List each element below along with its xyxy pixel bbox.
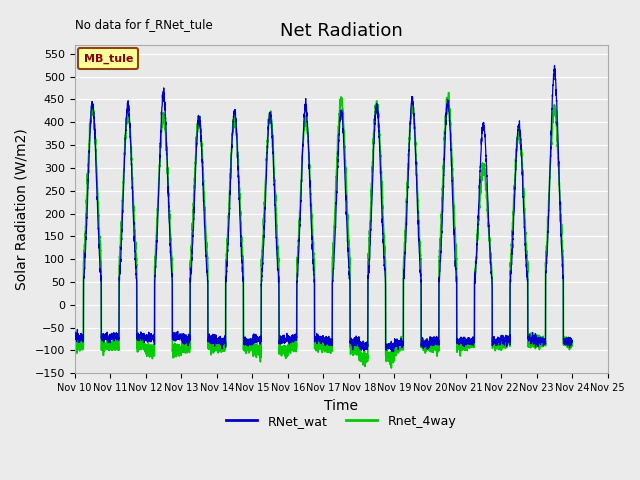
RNet_wat (333, 168, 341, 174)
RNet_wat (71, 335, 79, 340)
Text: No data for f_RNet_tule: No data for f_RNet_tule (75, 18, 212, 31)
RNet_wat (563, 339, 570, 345)
Legend: RNet_wat, Rnet_4way: RNet_wat, Rnet_4way (221, 410, 461, 433)
RNet_wat (388, 349, 396, 355)
Rnet_4way (385, 359, 393, 364)
Title: Net Radiation: Net Radiation (280, 22, 403, 40)
Rnet_4way (568, 343, 576, 349)
RNet_wat (550, 62, 558, 68)
Y-axis label: Solar Radiation (W/m2): Solar Radiation (W/m2) (15, 128, 29, 290)
Line: RNet_wat: RNet_wat (75, 65, 572, 352)
Rnet_4way (445, 90, 452, 96)
X-axis label: Time: Time (324, 398, 358, 413)
Rnet_4way (397, 345, 404, 350)
Rnet_4way (563, 334, 570, 340)
Rnet_4way (139, 344, 147, 349)
Rnet_4way (71, 346, 79, 351)
Rnet_4way (333, 145, 341, 151)
Line: Rnet_4way: Rnet_4way (75, 93, 572, 368)
Rnet_4way (472, 255, 480, 261)
RNet_wat (385, 342, 393, 348)
RNet_wat (397, 342, 404, 348)
Rnet_4way (387, 365, 395, 371)
RNet_wat (472, 262, 480, 268)
RNet_wat (139, 335, 147, 341)
RNet_wat (568, 339, 576, 345)
